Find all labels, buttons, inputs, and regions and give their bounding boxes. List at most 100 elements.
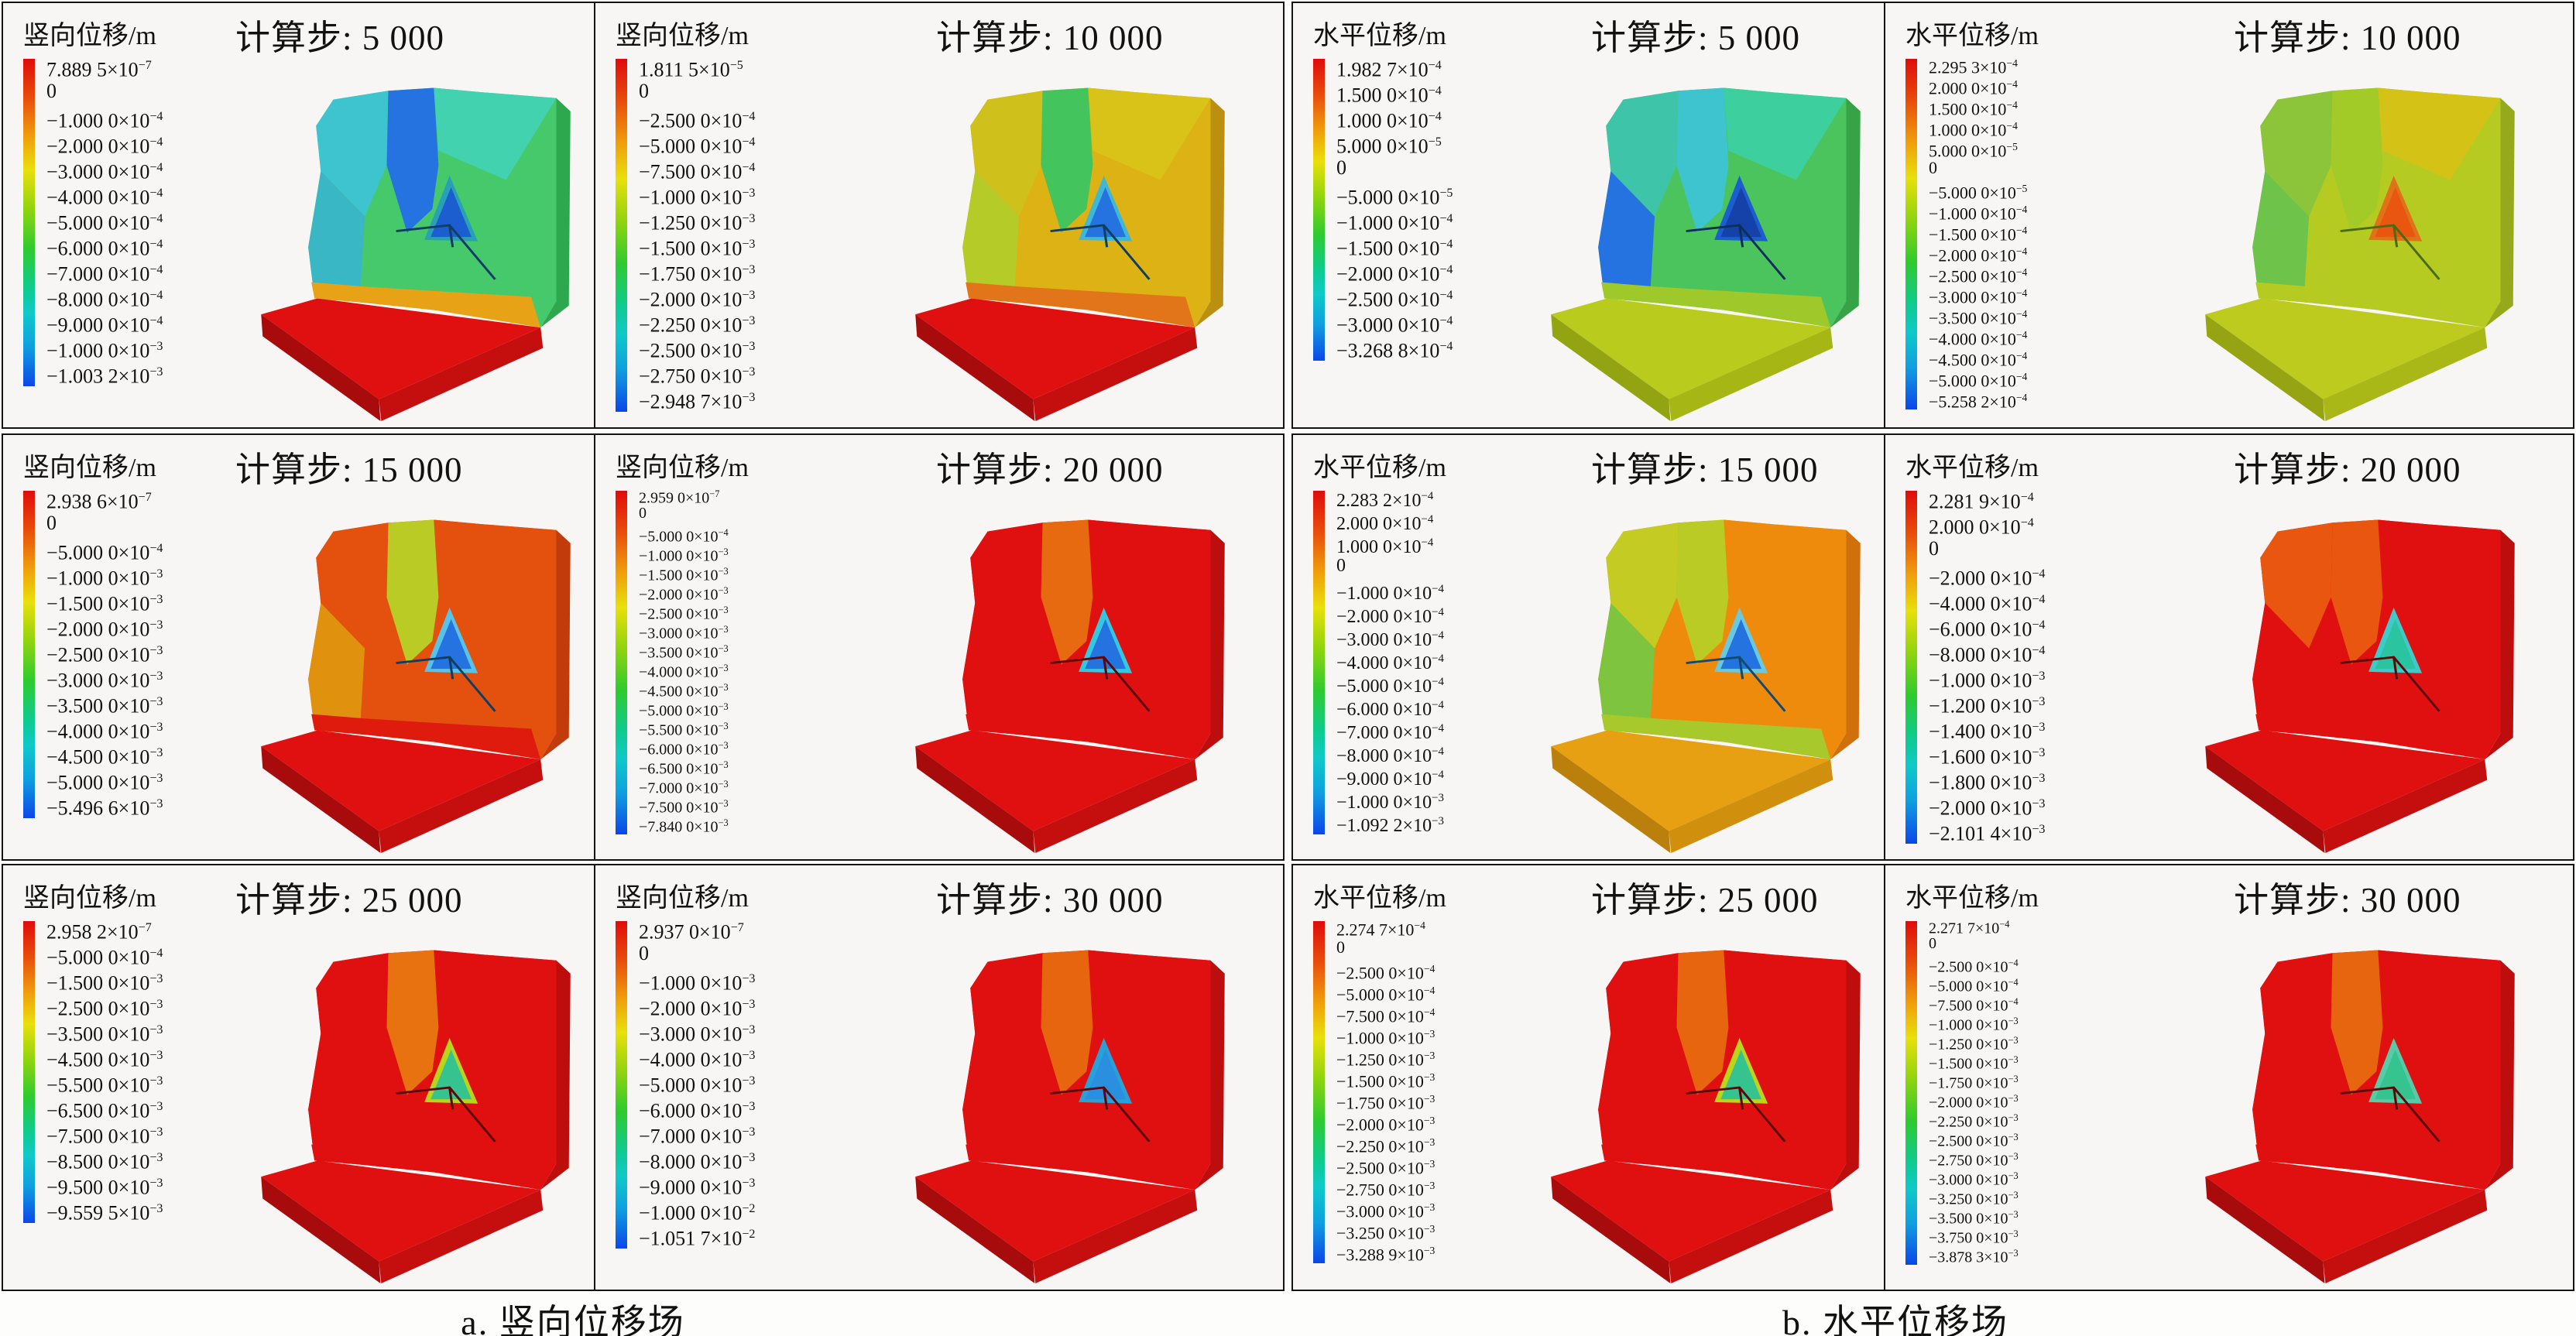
- legend-value: −1.500 0×10−3: [1336, 1071, 1435, 1091]
- legend-value: −5.000 0×10−4: [1929, 977, 2019, 995]
- colorbar: [1313, 921, 1325, 1263]
- step-label: 计算步: 30 000: [2234, 881, 2461, 920]
- panel-divider: [594, 3, 595, 427]
- row-box-a-2: 竖向位移/m 计算步: 25 000 2.958 2×10−7 −5.000 0×…: [2, 864, 1285, 1291]
- legend-value: −2.000 0×10−3: [1929, 1093, 2019, 1112]
- model-base-right-face: [1033, 327, 1198, 421]
- model-base-top: [2205, 730, 2485, 831]
- model-crack-line: [1050, 224, 1151, 280]
- model-patch-chute: [1676, 519, 1729, 665]
- model-patch-chute: [1676, 87, 1729, 233]
- legend-value: −7.000 0×10−4: [1336, 722, 1444, 743]
- legend-value: 1.811 5×10−5: [639, 58, 743, 81]
- legend-value: −3.500 0×10−4: [1929, 308, 2028, 328]
- model-wedge: [430, 1049, 472, 1100]
- legend-value: −5.258 2×10−4: [1929, 392, 2028, 412]
- contour-panel: 竖向位移/m 计算步: 15 000 2.938 6×10−7 0 −5.000 0…: [3, 435, 594, 859]
- colorbar: [23, 491, 35, 818]
- model-patch-left-mid: [2252, 171, 2310, 299]
- legend-value: −9.000 0×10−3: [639, 1176, 756, 1199]
- caption-horizontal-field: b. 水平位移场: [1782, 1303, 2008, 1336]
- legend-value: −5.000 0×10−3: [639, 1074, 756, 1097]
- legend-value: −5.000 0×10−4: [46, 946, 163, 969]
- contour-panel: 竖向位移/m 计算步: 25 000 2.958 2×10−7 −5.000 0×…: [3, 865, 594, 1290]
- legend-values: 2.958 2×10−7 −5.000 0×10−4 −1.500 0×10−3 −2…: [46, 915, 163, 1225]
- model-patch-top-right: [1088, 950, 1211, 1043]
- model-patch-left-upper: [1606, 953, 1679, 1079]
- legend-value: −2.948 7×10−3: [639, 390, 756, 413]
- legend-values: 2.959 0×10−7 0 −5.000 0×10−4 −1.000 0×10−3−…: [639, 485, 729, 836]
- legend-value: −3.000 0×10−3: [639, 1023, 756, 1046]
- legend-value: −1.000 0×10−3: [46, 567, 163, 590]
- model-crack-line: [396, 656, 496, 712]
- model-wall-side: [1195, 98, 1225, 328]
- legend-value: −2.000 0×10−3: [46, 618, 163, 641]
- row-box-b-1: 水平位移/m 计算步: 15 000 2.283 2×10−4 2.000 0×1…: [1291, 433, 2574, 861]
- legend-values: 2.271 7×10−4 0 −2.500 0×10−4 −5.000 0×10−4−…: [1929, 915, 2019, 1266]
- model-base-right-face: [1669, 327, 1833, 421]
- legend-value: −4.500 0×10−3: [639, 682, 729, 701]
- legend-value: −3.000 0×10−4: [1336, 629, 1444, 650]
- legend-title: 水平位移/m: [1313, 884, 1446, 913]
- legend-value: −1.250 0×10−3: [1336, 1050, 1435, 1070]
- model-base-left-face: [1551, 314, 1671, 421]
- legend-title: 水平位移/m: [1905, 22, 2039, 50]
- row-box-b-2: 水平位移/m 计算步: 25 000 2.274 7×10−4 0 −2.500 0…: [1291, 864, 2574, 1291]
- legend-title: 竖向位移/m: [616, 884, 749, 913]
- model-3d: [2205, 519, 2515, 853]
- legend-value: −2.000 0×10−4: [1929, 245, 2028, 265]
- model-wedge: [430, 187, 472, 238]
- step-label: 计算步: 25 000: [235, 881, 463, 920]
- legend-values: 2.281 9×10−4 2.000 0×10−4 0 −2.000 0×10−4 −4…: [1929, 485, 2045, 845]
- legend-value: −2.000 0×10−3: [1336, 1115, 1435, 1135]
- legend-value: −2.750 0×10−3: [639, 365, 756, 388]
- model-patch-bottom-band: [966, 714, 1195, 760]
- model-patch-top-right: [1724, 87, 1847, 180]
- legend-value: 0: [1929, 935, 1936, 952]
- legend-value: −3.000 0×10−3: [1336, 1201, 1435, 1221]
- legend-value: −8.500 0×10−3: [46, 1150, 163, 1173]
- model-patch-left-mid: [308, 171, 365, 299]
- step-label: 计算步: 5 000: [235, 19, 445, 57]
- model-patch-left-upper: [2260, 522, 2333, 649]
- legend-title: 竖向位移/m: [23, 454, 156, 482]
- panel-divider: [594, 865, 595, 1290]
- model-wall-side: [1195, 529, 1225, 760]
- model-patch-left-mid: [962, 171, 1020, 299]
- legend-value: −7.500 0×10−4: [639, 160, 756, 183]
- legend-value: −5.000 0×10−3: [639, 701, 729, 720]
- model-patch-left-upper: [970, 953, 1043, 1079]
- model-patch-left-upper: [970, 91, 1043, 217]
- legend-value: −4.000 0×10−4: [1929, 329, 2028, 349]
- model-crack-line: [396, 224, 496, 280]
- model-patch-chute: [2331, 950, 2383, 1095]
- legend-value: 0: [639, 942, 649, 964]
- model-wall-side: [2485, 960, 2515, 1190]
- legend-value: 0: [639, 80, 649, 102]
- model-base-right-face: [1033, 759, 1198, 853]
- legend-value: −1.000 0×10−4: [1929, 204, 2028, 224]
- legend-value: −3.288 9×10−3: [1336, 1245, 1435, 1265]
- contour-panel: 水平位移/m 计算步: 15 000 2.283 2×10−4 2.000 0×1…: [1293, 435, 1884, 859]
- step-label: 计算步: 5 000: [1591, 19, 1801, 57]
- legend-values: 2.938 6×10−7 0 −5.000 0×10−4 −1.000 0×10−3−…: [46, 485, 163, 820]
- legend-value: −7.500 0×10−4: [1336, 1006, 1435, 1026]
- legend-value: −2.000 0×10−3: [639, 997, 756, 1020]
- model-wedge: [430, 618, 472, 670]
- legend-value: −5.000 0×10−5: [1929, 183, 2028, 203]
- model-crack-line: [396, 1086, 496, 1142]
- legend-value: 5.000 0×10−5: [1929, 141, 2018, 161]
- legend-value: −2.500 0×10−4: [639, 109, 756, 132]
- legend-value: −8.000 0×10−4: [1336, 745, 1444, 766]
- legend-value: −1.000 0×10−2: [639, 1201, 756, 1225]
- model-patch-left-upper: [316, 522, 389, 649]
- legend-value: −5.500 0×10−3: [639, 721, 729, 739]
- model-crack-line: [1686, 1086, 1786, 1142]
- legend-value: 2.295 3×10−4: [1929, 57, 2018, 77]
- model-patch-left-upper: [316, 953, 389, 1079]
- legend-value: −5.000 0×10−4: [639, 135, 756, 158]
- model-patch-bottom-band: [1601, 1144, 1831, 1190]
- model-wedge: [2375, 187, 2416, 238]
- model-3d: [2205, 950, 2515, 1283]
- legend-value: −3.500 0×10−3: [46, 1023, 163, 1046]
